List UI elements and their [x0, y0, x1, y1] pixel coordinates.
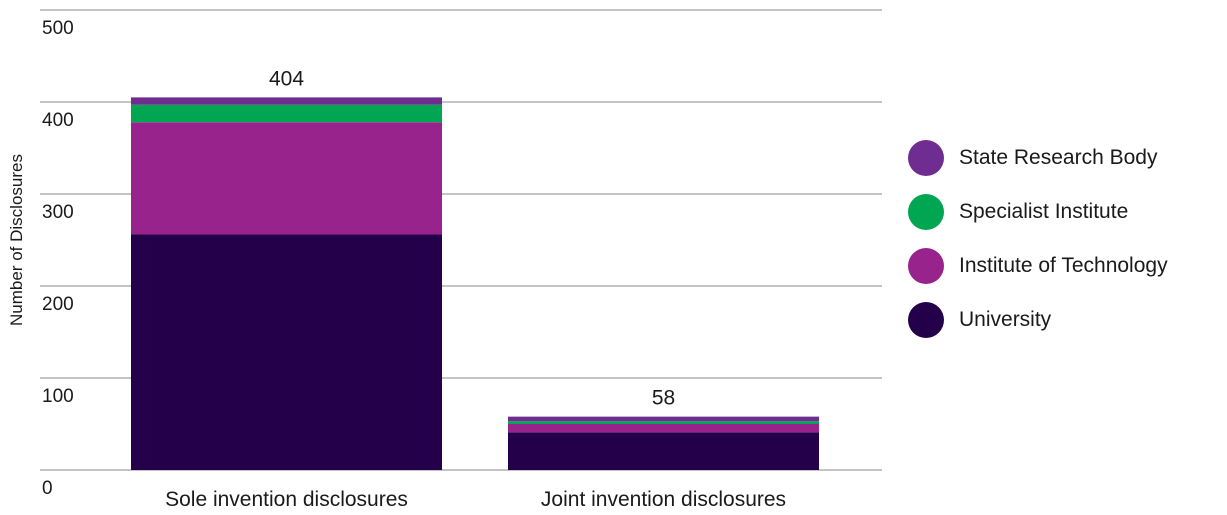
bar-segment-university [508, 432, 819, 470]
x-category-label: Sole invention disclosures [165, 488, 408, 511]
legend-label: Specialist Institute [959, 200, 1129, 223]
y-tick-label: 200 [42, 294, 74, 315]
legend-swatch [908, 140, 944, 176]
bar-segment-institute-of-technology [508, 424, 819, 433]
x-category-label: Joint invention disclosures [541, 488, 786, 511]
y-tick-label: 100 [42, 386, 74, 407]
bar-total-label: 404 [269, 67, 304, 90]
legend-swatch [908, 302, 944, 338]
legend-swatch [908, 194, 944, 230]
legend-label: University [959, 308, 1052, 331]
y-tick-label: 300 [42, 202, 74, 223]
legend-item: State Research Body [908, 140, 1223, 176]
legend-item: Specialist Institute [908, 194, 1223, 230]
bar-segment-state-research-body [508, 416, 819, 422]
bar-segment-institute-of-technology [131, 122, 442, 235]
bars [131, 97, 819, 470]
y-axis-label: Number of Disclosures [7, 154, 26, 326]
y-tick-label: 0 [42, 478, 53, 499]
bar-segment-specialist-institute [131, 104, 442, 123]
y-axis-ticks: 0 100 200 300 400 500 [42, 18, 74, 499]
y-tick-label: 400 [42, 110, 74, 131]
bar-segment-state-research-body [131, 97, 442, 105]
legend-item: University [908, 302, 1223, 338]
legend-item: Institute of Technology [908, 248, 1223, 284]
legend-label: Institute of Technology [959, 254, 1168, 277]
bar-segment-university [131, 234, 442, 470]
legend-label: State Research Body [959, 146, 1158, 169]
bar-total-label: 58 [652, 387, 675, 410]
total-labels: 404 58 [269, 67, 675, 409]
legend-swatch [908, 248, 944, 284]
y-tick-label: 500 [42, 18, 74, 39]
legend: State Research Body Specialist Institute I… [908, 140, 1223, 356]
x-axis-categories: Sole invention disclosures Joint inventio… [165, 488, 786, 511]
bar-segment-specialist-institute [508, 421, 819, 424]
